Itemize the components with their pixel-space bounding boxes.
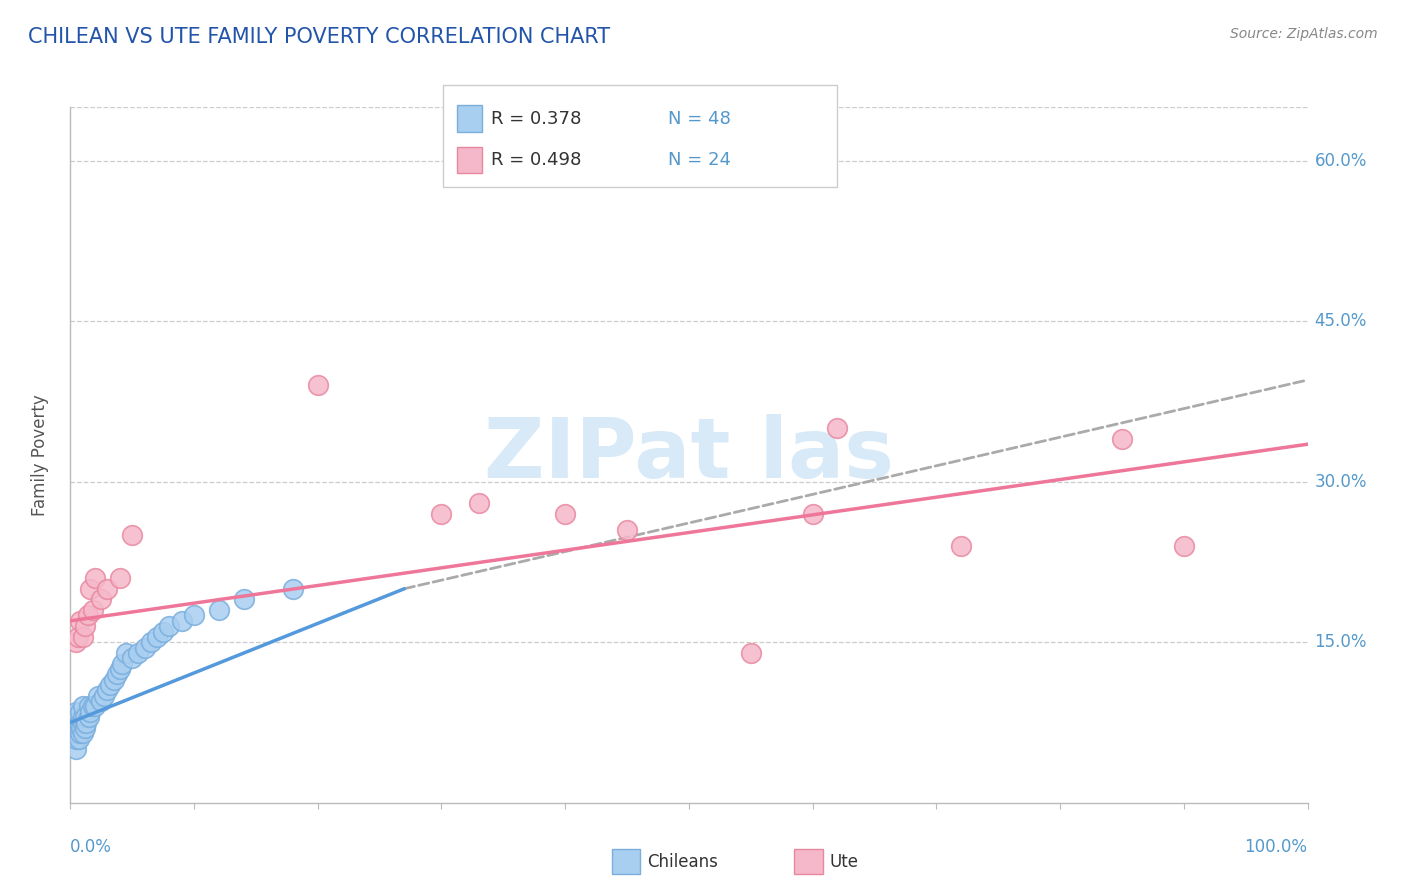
Point bbox=[84, 699, 107, 714]
Point bbox=[93, 689, 115, 703]
Point bbox=[121, 651, 143, 665]
Text: 15.0%: 15.0% bbox=[1315, 633, 1367, 651]
Text: 45.0%: 45.0% bbox=[1315, 312, 1367, 330]
Text: N = 48: N = 48 bbox=[668, 110, 731, 128]
Point bbox=[72, 715, 94, 730]
Text: N = 24: N = 24 bbox=[668, 151, 731, 169]
Point bbox=[76, 608, 98, 623]
Point bbox=[77, 710, 100, 724]
Point bbox=[1173, 539, 1195, 553]
Point bbox=[430, 507, 453, 521]
Point bbox=[554, 507, 576, 521]
Point bbox=[86, 689, 108, 703]
Point bbox=[82, 699, 104, 714]
Text: Source: ZipAtlas.com: Source: ZipAtlas.com bbox=[1230, 27, 1378, 41]
Point bbox=[232, 592, 254, 607]
Point bbox=[65, 705, 87, 719]
Point bbox=[69, 614, 91, 628]
Text: 30.0%: 30.0% bbox=[1315, 473, 1367, 491]
Point bbox=[115, 646, 138, 660]
Point bbox=[65, 742, 87, 756]
Point bbox=[65, 635, 87, 649]
Point bbox=[801, 507, 824, 521]
Text: 100.0%: 100.0% bbox=[1244, 838, 1308, 856]
Point bbox=[65, 710, 87, 724]
Point bbox=[72, 630, 94, 644]
Point bbox=[1111, 432, 1133, 446]
Point bbox=[75, 715, 97, 730]
Text: 0.0%: 0.0% bbox=[70, 838, 112, 856]
Point bbox=[67, 715, 90, 730]
Point bbox=[467, 496, 489, 510]
Point bbox=[127, 646, 149, 660]
Point bbox=[134, 640, 156, 655]
Point bbox=[69, 715, 91, 730]
Point bbox=[152, 624, 174, 639]
Point bbox=[307, 378, 329, 392]
Point bbox=[208, 603, 231, 617]
Point bbox=[827, 421, 849, 435]
Point bbox=[69, 705, 91, 719]
Text: ZIPat las: ZIPat las bbox=[484, 415, 894, 495]
Point bbox=[616, 523, 638, 537]
Point bbox=[82, 603, 104, 617]
Point bbox=[950, 539, 973, 553]
Point bbox=[96, 683, 118, 698]
Point bbox=[79, 705, 101, 719]
Text: 60.0%: 60.0% bbox=[1315, 152, 1367, 169]
Point bbox=[70, 721, 93, 735]
Point bbox=[72, 710, 94, 724]
Text: R = 0.378: R = 0.378 bbox=[491, 110, 581, 128]
Point bbox=[75, 619, 97, 633]
Y-axis label: Family Poverty: Family Poverty bbox=[31, 394, 49, 516]
Point bbox=[69, 726, 91, 740]
Point bbox=[67, 721, 90, 735]
Point bbox=[170, 614, 193, 628]
Point bbox=[77, 699, 100, 714]
Point bbox=[96, 582, 118, 596]
Point bbox=[67, 731, 90, 746]
Point bbox=[281, 582, 304, 596]
Point bbox=[183, 608, 205, 623]
Point bbox=[111, 657, 134, 671]
Point bbox=[146, 630, 169, 644]
Point bbox=[65, 731, 87, 746]
Text: R = 0.498: R = 0.498 bbox=[491, 151, 581, 169]
Text: Ute: Ute bbox=[830, 853, 859, 871]
Point bbox=[157, 619, 180, 633]
Point bbox=[105, 667, 128, 681]
Point bbox=[72, 726, 94, 740]
Point bbox=[79, 582, 101, 596]
Point bbox=[72, 699, 94, 714]
Point bbox=[139, 635, 162, 649]
Point bbox=[108, 571, 131, 585]
Point bbox=[98, 678, 121, 692]
Point bbox=[65, 721, 87, 735]
Point bbox=[740, 646, 762, 660]
Point bbox=[65, 726, 87, 740]
Point bbox=[103, 673, 125, 687]
Point bbox=[66, 630, 89, 644]
Point bbox=[108, 662, 131, 676]
Point bbox=[75, 710, 97, 724]
Point bbox=[75, 721, 97, 735]
Point bbox=[84, 571, 107, 585]
Text: Chileans: Chileans bbox=[647, 853, 717, 871]
Point bbox=[90, 592, 112, 607]
Text: CHILEAN VS UTE FAMILY POVERTY CORRELATION CHART: CHILEAN VS UTE FAMILY POVERTY CORRELATIO… bbox=[28, 27, 610, 46]
Point bbox=[121, 528, 143, 542]
Point bbox=[90, 694, 112, 708]
Point bbox=[65, 715, 87, 730]
